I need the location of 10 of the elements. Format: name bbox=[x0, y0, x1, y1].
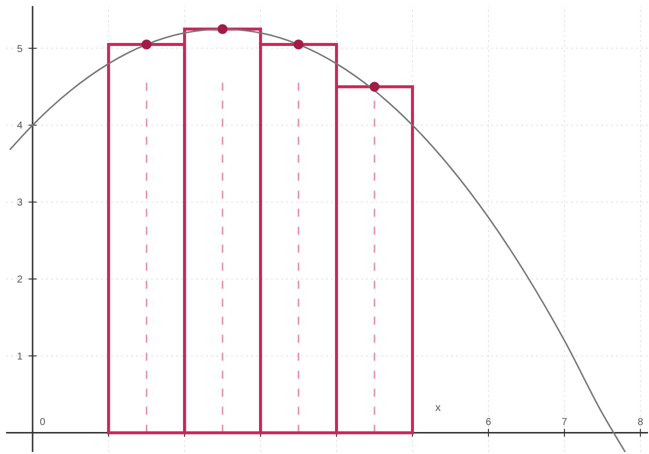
x-tick-label: 7 bbox=[562, 416, 568, 428]
x-axis-title: x bbox=[435, 402, 442, 414]
y-tick-label: 1 bbox=[17, 351, 24, 362]
x-tick-label: 0 bbox=[40, 416, 46, 428]
y-tick-label: 3 bbox=[17, 198, 24, 209]
x-tick-label: 8 bbox=[638, 416, 644, 428]
y-tick-label: 2 bbox=[17, 274, 24, 286]
y-tick-label: 4 bbox=[17, 120, 24, 132]
y-tick-label: 5 bbox=[17, 44, 24, 55]
x-tick-label: 6 bbox=[486, 416, 492, 428]
